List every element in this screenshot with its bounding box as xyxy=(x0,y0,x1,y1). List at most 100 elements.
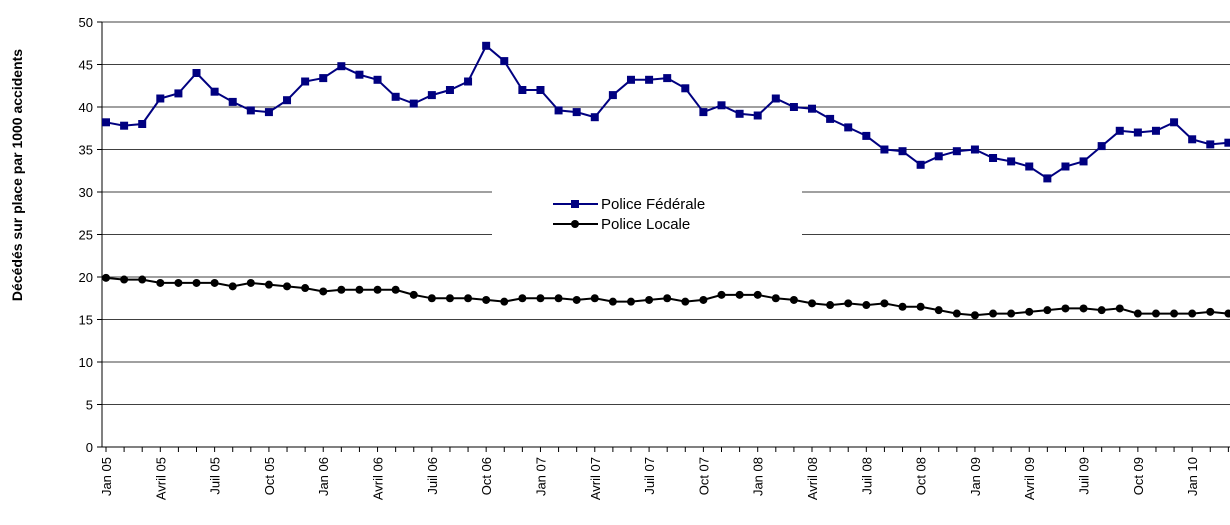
x-tick-label: Avril 06 xyxy=(371,457,386,500)
data-point xyxy=(590,113,599,122)
data-point xyxy=(952,147,961,156)
data-point xyxy=(844,123,853,132)
x-axis-tick-labels: Jan 05 Avril 05 Juil 05 Oct 05 Jan 06 Avril 0… xyxy=(99,457,1200,500)
data-point xyxy=(663,74,672,83)
data-point xyxy=(210,278,219,287)
data-point xyxy=(138,120,147,128)
data-point xyxy=(174,89,183,98)
data-point xyxy=(1079,304,1088,313)
legend-marker-federale xyxy=(571,200,579,208)
data-point xyxy=(355,70,364,79)
y-axis-title: Décédés sur place par 1000 accidents xyxy=(9,49,25,301)
data-point xyxy=(699,295,708,304)
data-point xyxy=(826,114,835,123)
data-point xyxy=(210,87,219,96)
data-point xyxy=(156,94,165,103)
legend-box xyxy=(492,152,802,238)
y-tick-label: 0 xyxy=(86,440,93,455)
data-point xyxy=(862,131,871,140)
data-point xyxy=(464,77,473,86)
data-point xyxy=(735,290,744,299)
data-point xyxy=(228,282,237,291)
data-point xyxy=(319,287,328,296)
x-tick-label: Juil 09 xyxy=(1077,457,1092,495)
data-point xyxy=(319,74,328,83)
data-point xyxy=(518,294,527,303)
data-point xyxy=(337,62,346,71)
data-point xyxy=(120,121,129,130)
x-tick-label: Avril 07 xyxy=(588,457,603,500)
legend: Police Fédérale Police Locale xyxy=(492,152,802,238)
legend-label-federale: Police Fédérale xyxy=(601,196,705,213)
data-point xyxy=(808,104,817,113)
data-point xyxy=(1007,309,1016,318)
y-tick-label: 5 xyxy=(86,398,93,413)
data-point xyxy=(989,309,998,318)
data-point xyxy=(1043,306,1052,315)
data-point xyxy=(482,295,491,304)
data-point xyxy=(373,285,382,294)
data-point xyxy=(192,278,201,287)
data-point xyxy=(681,84,690,93)
data-point xyxy=(482,41,491,50)
x-tick-label: Avril 08 xyxy=(805,457,820,500)
data-point xyxy=(409,99,418,108)
x-tick-label: Oct 07 xyxy=(696,457,711,495)
data-point xyxy=(301,77,310,86)
y-tick-label: 25 xyxy=(79,228,93,243)
data-point xyxy=(844,299,853,308)
data-point xyxy=(735,109,744,118)
data-point xyxy=(228,97,237,106)
x-tick-label: Juil 05 xyxy=(208,457,223,495)
data-point xyxy=(1133,309,1142,318)
y-axis-tick-labels: 0 5 10 15 20 25 30 35 40 45 50 xyxy=(79,15,93,455)
data-point xyxy=(952,309,961,318)
data-point xyxy=(500,57,509,66)
x-tick-label: Juil 07 xyxy=(642,457,657,495)
data-point xyxy=(898,302,907,311)
data-point xyxy=(681,297,690,306)
data-point xyxy=(1133,128,1142,137)
x-tick-label: Jan 06 xyxy=(316,457,331,496)
data-point xyxy=(102,118,110,127)
data-point xyxy=(445,294,454,303)
data-point xyxy=(283,96,292,105)
data-point xyxy=(391,92,400,101)
data-point xyxy=(355,285,364,294)
data-point xyxy=(1025,307,1034,316)
data-point xyxy=(916,160,925,169)
data-point xyxy=(373,75,382,84)
data-point xyxy=(445,86,454,94)
data-point xyxy=(572,108,581,117)
y-tick-label: 20 xyxy=(79,270,93,285)
x-tick-label: Jan 08 xyxy=(751,457,766,496)
data-point xyxy=(246,278,255,287)
y-tick-label: 40 xyxy=(79,100,93,115)
x-tick-label: Juil 08 xyxy=(859,457,874,495)
series-group xyxy=(102,41,1230,320)
data-point xyxy=(174,278,183,287)
data-point xyxy=(626,75,635,84)
data-point xyxy=(1206,140,1215,149)
y-tick-label: 10 xyxy=(79,355,93,370)
data-point xyxy=(1206,307,1215,316)
data-point xyxy=(699,108,708,117)
data-point xyxy=(1170,118,1179,127)
data-point xyxy=(554,294,563,303)
x-tick-label: Oct 08 xyxy=(914,457,929,495)
data-point xyxy=(970,311,979,320)
series-police-federale xyxy=(102,41,1230,183)
data-point xyxy=(1061,304,1070,313)
data-point xyxy=(427,294,436,303)
x-tick-label: Oct 09 xyxy=(1131,457,1146,495)
data-point xyxy=(1115,304,1124,313)
y-tick-label: 50 xyxy=(79,15,93,30)
data-point xyxy=(264,108,273,117)
x-tick-label: Oct 06 xyxy=(479,457,494,495)
data-point xyxy=(391,285,400,294)
data-point xyxy=(536,86,545,94)
data-point xyxy=(590,294,599,303)
data-point xyxy=(1224,138,1230,147)
data-point xyxy=(301,284,310,293)
data-point xyxy=(536,294,545,303)
